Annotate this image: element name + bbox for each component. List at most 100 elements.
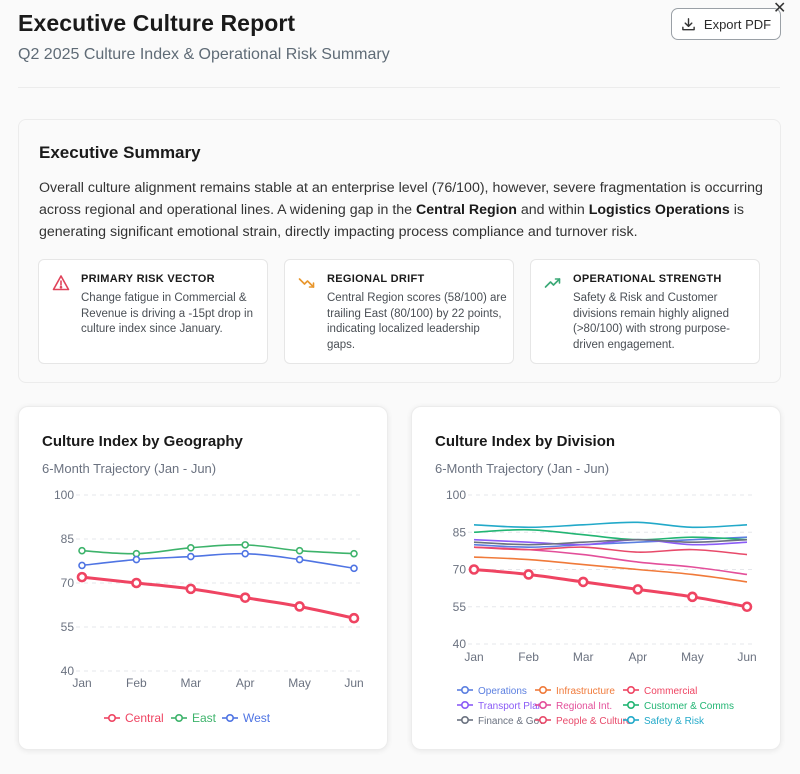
trend-down-icon xyxy=(298,278,315,288)
legend-swatch-marker xyxy=(108,713,117,722)
data-point xyxy=(348,612,360,624)
legend-item[interactable]: Infrastructure xyxy=(535,685,615,697)
series-line xyxy=(473,546,748,556)
data-point xyxy=(187,552,195,561)
data-point xyxy=(187,544,195,552)
download-icon xyxy=(682,17,695,30)
series-customer-comms xyxy=(473,528,748,541)
data-point xyxy=(239,592,251,603)
data-point xyxy=(741,601,753,613)
data-point xyxy=(241,541,249,549)
geography-line-chart: 40 55 70 85 100 Jan Feb Mar Apr May Jun Central East… xyxy=(54,488,364,725)
legend-swatch-marker xyxy=(460,715,469,724)
series-line xyxy=(81,543,355,555)
legend-label: Commercial xyxy=(644,686,697,697)
series-infrastructure xyxy=(473,556,748,583)
series-finance-gov xyxy=(473,538,748,546)
export-pdf-label: Export PDF xyxy=(703,16,772,32)
legend-item[interactable]: Regional Int. xyxy=(535,700,612,712)
legend-label: Safety & Risk xyxy=(644,716,705,727)
legend-swatch-marker xyxy=(539,685,548,694)
x-tick-label: Apr xyxy=(628,650,647,664)
data-point xyxy=(76,571,88,583)
data-point xyxy=(687,591,698,603)
geography-chart-card: Culture Index by Geography 6-Month Traje… xyxy=(18,406,388,750)
insight-text: Safety & Risk and Customer divisions rem… xyxy=(573,292,730,351)
y-tick-label: 40 xyxy=(61,664,75,678)
series-transport-plan xyxy=(473,538,748,546)
series-line xyxy=(473,528,748,541)
x-tick-label: Jun xyxy=(737,650,756,664)
series-commercial xyxy=(468,564,753,613)
x-tick-label: Feb xyxy=(126,676,147,690)
data-point xyxy=(350,549,358,558)
export-pdf-button[interactable]: Export PDF xyxy=(671,8,781,40)
data-point xyxy=(632,584,644,595)
legend-label: Infrastructure xyxy=(556,686,615,697)
legend-swatch-marker xyxy=(460,685,469,694)
series-line xyxy=(473,536,748,548)
data-point xyxy=(294,601,305,612)
data-point xyxy=(241,549,249,558)
y-tick-label: 85 xyxy=(453,525,467,539)
data-point xyxy=(78,561,86,570)
x-tick-label: Feb xyxy=(518,650,539,664)
y-tick-label: 55 xyxy=(61,620,75,634)
legend-label: Operations xyxy=(478,686,527,697)
chart-title: Culture Index by Geography xyxy=(42,433,243,450)
division-line-chart: 40 55 70 85 100 Jan Feb Mar Apr May Jun Operations I… xyxy=(446,488,757,727)
data-point xyxy=(78,546,86,555)
legend-item[interactable]: Transport Plan xyxy=(457,700,543,712)
close-icon[interactable]: ✕ xyxy=(773,0,787,17)
legend-label: West xyxy=(243,711,271,725)
legend-label: Regional Int. xyxy=(556,701,612,712)
legend-swatch-marker xyxy=(627,700,636,709)
x-tick-label: Apr xyxy=(236,676,255,690)
y-tick-label: 70 xyxy=(61,576,75,590)
executive-summary-card: Executive Summary Overall culture alignm… xyxy=(18,119,781,383)
report-header: Executive Culture Report Q2 2025 Culture… xyxy=(18,8,781,88)
legend-item[interactable]: Central xyxy=(104,711,164,725)
legend-swatch-marker xyxy=(175,713,184,722)
legend-label: Transport Plan xyxy=(478,701,543,712)
insight-text: Change fatigue in Commercial & Revenue i… xyxy=(81,292,253,335)
legend-item[interactable]: People & Culture xyxy=(535,715,632,727)
series-regional-int- xyxy=(473,546,748,576)
series-west xyxy=(78,549,358,573)
chart-subtitle: 6-Month Trajectory (Jan - Jun) xyxy=(435,461,610,476)
x-tick-label: May xyxy=(681,650,704,664)
warning-triangle-icon xyxy=(52,275,70,291)
y-tick-label: 70 xyxy=(453,563,467,577)
x-tick-label: Jan xyxy=(72,676,91,690)
chart-title: Culture Index by Division xyxy=(435,433,616,450)
series-safety-risk xyxy=(473,521,748,529)
data-point xyxy=(131,577,142,589)
legend-item[interactable]: West xyxy=(222,711,271,725)
data-point xyxy=(132,555,141,564)
legend-item[interactable]: Customer & Comms xyxy=(623,700,734,712)
insight-title: PRIMARY RISK VECTOR xyxy=(81,273,215,285)
legend-item[interactable]: Operations xyxy=(457,685,527,697)
y-tick-label: 40 xyxy=(453,637,467,651)
data-point xyxy=(185,583,197,595)
page-subtitle: Q2 2025 Culture Index & Operational Risk… xyxy=(18,46,390,63)
legend-item[interactable]: Safety & Risk xyxy=(623,715,705,727)
x-tick-label: Mar xyxy=(180,676,201,690)
summary-highlight-central: Central Region xyxy=(416,202,517,218)
y-tick-label: 100 xyxy=(54,488,74,502)
legend-label: Central xyxy=(125,711,164,725)
series-east xyxy=(78,541,358,558)
data-point xyxy=(577,576,589,588)
data-point xyxy=(523,569,534,580)
series-line xyxy=(473,556,748,583)
summary-title: Executive Summary xyxy=(39,143,201,162)
data-point xyxy=(350,564,358,573)
insight-title: REGIONAL DRIFT xyxy=(327,273,425,285)
x-tick-label: Mar xyxy=(573,650,594,664)
legend-label: People & Culture xyxy=(556,716,632,727)
legend-item[interactable]: East xyxy=(171,711,217,725)
series-line xyxy=(473,538,748,546)
legend-item[interactable]: Commercial xyxy=(623,685,697,697)
legend-label: Finance & Gov xyxy=(478,716,544,727)
legend-item[interactable]: Finance & Gov xyxy=(457,715,544,727)
